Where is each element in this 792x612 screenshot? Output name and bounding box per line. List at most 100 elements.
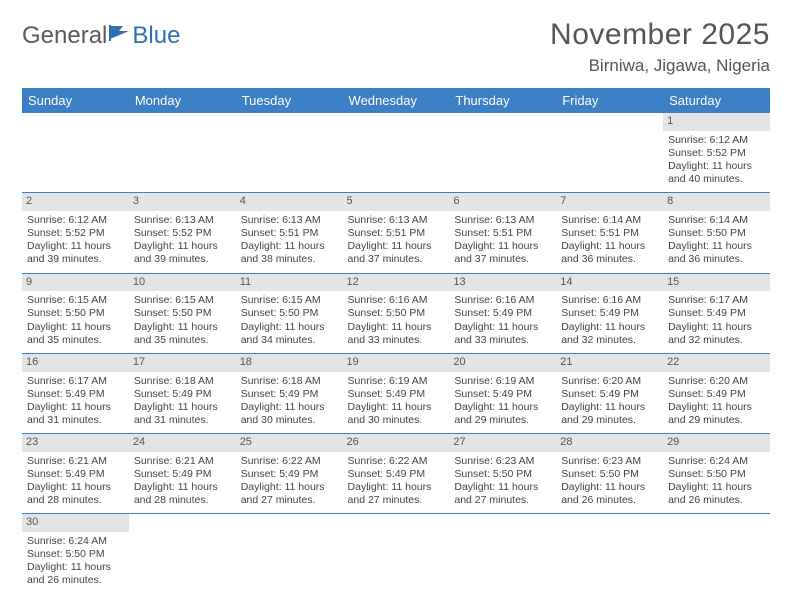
calendar-day-cell: 3Sunrise: 6:13 AMSunset: 5:52 PMDaylight… bbox=[129, 193, 236, 273]
sunrise-line: Sunrise: 6:17 AM bbox=[668, 294, 765, 307]
daylight-line: Daylight: 11 hours and 31 minutes. bbox=[27, 401, 124, 427]
calendar-day-cell: 20Sunrise: 6:19 AMSunset: 5:49 PMDayligh… bbox=[449, 353, 556, 433]
calendar-empty-cell bbox=[236, 113, 343, 193]
daylight-line: Daylight: 11 hours and 29 minutes. bbox=[668, 401, 765, 427]
day-number: 1 bbox=[663, 113, 770, 131]
sunset-line: Sunset: 5:49 PM bbox=[134, 388, 231, 401]
weekday-header: Tuesday bbox=[236, 88, 343, 113]
day-number: 13 bbox=[449, 274, 556, 292]
day-number: 10 bbox=[129, 274, 236, 292]
calendar-day-cell: 29Sunrise: 6:24 AMSunset: 5:50 PMDayligh… bbox=[663, 434, 770, 514]
daylight-line: Daylight: 11 hours and 27 minutes. bbox=[454, 481, 551, 507]
sunset-line: Sunset: 5:50 PM bbox=[668, 468, 765, 481]
day-number: 9 bbox=[22, 274, 129, 292]
brand-logo: General Blue bbox=[22, 22, 180, 50]
daylight-line: Daylight: 11 hours and 36 minutes. bbox=[561, 240, 658, 266]
sunset-line: Sunset: 5:49 PM bbox=[241, 388, 338, 401]
daylight-line: Daylight: 11 hours and 26 minutes. bbox=[668, 481, 765, 507]
calendar-empty-cell bbox=[449, 113, 556, 193]
daylight-line: Daylight: 11 hours and 29 minutes. bbox=[561, 401, 658, 427]
day-number: 24 bbox=[129, 434, 236, 452]
daylight-line: Daylight: 11 hours and 30 minutes. bbox=[348, 401, 445, 427]
weekday-header: Wednesday bbox=[343, 88, 450, 113]
daylight-line: Daylight: 11 hours and 39 minutes. bbox=[134, 240, 231, 266]
calendar-empty-cell bbox=[343, 113, 450, 193]
sunrise-line: Sunrise: 6:23 AM bbox=[454, 455, 551, 468]
day-number: 30 bbox=[22, 514, 129, 532]
calendar-day-cell: 19Sunrise: 6:19 AMSunset: 5:49 PMDayligh… bbox=[343, 353, 450, 433]
calendar-empty-cell bbox=[22, 113, 129, 193]
calendar-day-cell: 16Sunrise: 6:17 AMSunset: 5:49 PMDayligh… bbox=[22, 353, 129, 433]
day-number: 15 bbox=[663, 274, 770, 292]
calendar-day-cell: 23Sunrise: 6:21 AMSunset: 5:49 PMDayligh… bbox=[22, 434, 129, 514]
sunset-line: Sunset: 5:50 PM bbox=[241, 307, 338, 320]
weekday-header: Sunday bbox=[22, 88, 129, 113]
calendar-day-cell: 11Sunrise: 6:15 AMSunset: 5:50 PMDayligh… bbox=[236, 273, 343, 353]
calendar-day-cell: 12Sunrise: 6:16 AMSunset: 5:50 PMDayligh… bbox=[343, 273, 450, 353]
day-number: 27 bbox=[449, 434, 556, 452]
calendar-day-cell: 7Sunrise: 6:14 AMSunset: 5:51 PMDaylight… bbox=[556, 193, 663, 273]
sunrise-line: Sunrise: 6:15 AM bbox=[134, 294, 231, 307]
sunset-line: Sunset: 5:49 PM bbox=[561, 307, 658, 320]
sunset-line: Sunset: 5:51 PM bbox=[348, 227, 445, 240]
daylight-line: Daylight: 11 hours and 28 minutes. bbox=[27, 481, 124, 507]
sunset-line: Sunset: 5:52 PM bbox=[27, 227, 124, 240]
sunset-line: Sunset: 5:49 PM bbox=[668, 307, 765, 320]
day-number: 14 bbox=[556, 274, 663, 292]
calendar-day-cell: 14Sunrise: 6:16 AMSunset: 5:49 PMDayligh… bbox=[556, 273, 663, 353]
daylight-line: Daylight: 11 hours and 40 minutes. bbox=[668, 160, 765, 186]
weekday-header: Monday bbox=[129, 88, 236, 113]
sunset-line: Sunset: 5:49 PM bbox=[668, 388, 765, 401]
sunset-line: Sunset: 5:49 PM bbox=[27, 388, 124, 401]
sunrise-line: Sunrise: 6:24 AM bbox=[27, 535, 124, 548]
sunrise-line: Sunrise: 6:16 AM bbox=[348, 294, 445, 307]
weekday-header: Thursday bbox=[449, 88, 556, 113]
sunrise-line: Sunrise: 6:20 AM bbox=[561, 375, 658, 388]
sunset-line: Sunset: 5:50 PM bbox=[668, 227, 765, 240]
calendar-day-cell: 15 Sunrise: 6:17 AMSunset: 5:49 PMDayligh… bbox=[663, 273, 770, 353]
calendar-empty-cell bbox=[129, 113, 236, 193]
sunrise-line: Sunrise: 6:23 AM bbox=[561, 455, 658, 468]
day-number: 6 bbox=[449, 193, 556, 211]
logo-flag-icon bbox=[109, 20, 131, 48]
daylight-line: Daylight: 11 hours and 32 minutes. bbox=[668, 321, 765, 347]
day-number: 29 bbox=[663, 434, 770, 452]
sunrise-line: Sunrise: 6:14 AM bbox=[561, 214, 658, 227]
calendar-day-cell: 26Sunrise: 6:22 AMSunset: 5:49 PMDayligh… bbox=[343, 434, 450, 514]
day-number: 2 bbox=[22, 193, 129, 211]
calendar-day-cell: 18Sunrise: 6:18 AMSunset: 5:49 PMDayligh… bbox=[236, 353, 343, 433]
day-number: 3 bbox=[129, 193, 236, 211]
weekday-header-row: SundayMondayTuesdayWednesdayThursdayFrid… bbox=[22, 88, 770, 113]
day-number: 28 bbox=[556, 434, 663, 452]
day-number: 16 bbox=[22, 354, 129, 372]
calendar-day-cell: 6Sunrise: 6:13 AMSunset: 5:51 PMDaylight… bbox=[449, 193, 556, 273]
sunset-line: Sunset: 5:49 PM bbox=[348, 388, 445, 401]
day-number: 5 bbox=[343, 193, 450, 211]
daylight-line: Daylight: 11 hours and 33 minutes. bbox=[454, 321, 551, 347]
calendar-day-cell: 4Sunrise: 6:13 AMSunset: 5:51 PMDaylight… bbox=[236, 193, 343, 273]
calendar-day-cell: 30Sunrise: 6:24 AMSunset: 5:50 PMDayligh… bbox=[22, 514, 129, 594]
daylight-line: Daylight: 11 hours and 27 minutes. bbox=[348, 481, 445, 507]
calendar-day-cell: 27Sunrise: 6:23 AMSunset: 5:50 PMDayligh… bbox=[449, 434, 556, 514]
day-number: 12 bbox=[343, 274, 450, 292]
calendar-day-cell: 5Sunrise: 6:13 AMSunset: 5:51 PMDaylight… bbox=[343, 193, 450, 273]
sunrise-line: Sunrise: 6:13 AM bbox=[241, 214, 338, 227]
sunset-line: Sunset: 5:50 PM bbox=[348, 307, 445, 320]
calendar-empty-cell bbox=[663, 514, 770, 594]
sunrise-line: Sunrise: 6:13 AM bbox=[454, 214, 551, 227]
calendar-empty-cell bbox=[556, 514, 663, 594]
calendar-day-cell: 28Sunrise: 6:23 AMSunset: 5:50 PMDayligh… bbox=[556, 434, 663, 514]
calendar-day-cell: 10Sunrise: 6:15 AMSunset: 5:50 PMDayligh… bbox=[129, 273, 236, 353]
calendar-day-cell: 21Sunrise: 6:20 AMSunset: 5:49 PMDayligh… bbox=[556, 353, 663, 433]
sunset-line: Sunset: 5:52 PM bbox=[668, 147, 765, 160]
daylight-line: Daylight: 11 hours and 26 minutes. bbox=[27, 561, 124, 587]
sunrise-line: Sunrise: 6:15 AM bbox=[27, 294, 124, 307]
sunset-line: Sunset: 5:50 PM bbox=[134, 307, 231, 320]
daylight-line: Daylight: 11 hours and 26 minutes. bbox=[561, 481, 658, 507]
sunrise-line: Sunrise: 6:12 AM bbox=[668, 134, 765, 147]
sunrise-line: Sunrise: 6:20 AM bbox=[668, 375, 765, 388]
sunset-line: Sunset: 5:51 PM bbox=[454, 227, 551, 240]
sunset-line: Sunset: 5:51 PM bbox=[241, 227, 338, 240]
sunset-line: Sunset: 5:49 PM bbox=[241, 468, 338, 481]
calendar-day-cell: 2Sunrise: 6:12 AMSunset: 5:52 PMDaylight… bbox=[22, 193, 129, 273]
